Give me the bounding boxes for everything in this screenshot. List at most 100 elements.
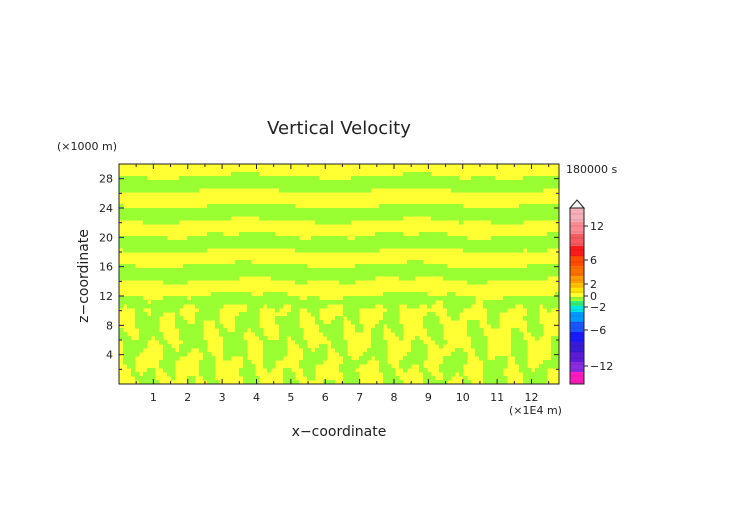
field-cell (187, 248, 192, 253)
field-cell (467, 184, 472, 189)
field-cell (247, 184, 252, 189)
field-cell (263, 268, 268, 273)
field-cell (459, 216, 464, 221)
field-cell (207, 312, 212, 317)
field-cell (407, 360, 412, 365)
field-cell (383, 348, 388, 353)
field-cell (491, 376, 496, 381)
field-cell (307, 240, 312, 245)
field-cell (471, 212, 476, 217)
field-cell (531, 184, 536, 189)
field-cell (243, 360, 248, 365)
field-cell (375, 180, 380, 185)
field-cell (287, 272, 292, 277)
field-cell (315, 360, 320, 365)
field-cell (431, 232, 436, 237)
field-cell (379, 360, 384, 365)
field-cell (351, 320, 356, 325)
field-cell (207, 364, 212, 369)
colorbar-segment (570, 266, 584, 276)
field-cell (523, 176, 528, 181)
field-cell (491, 368, 496, 373)
field-cell (483, 364, 488, 369)
field-cell (443, 204, 448, 209)
field-cell (531, 188, 536, 193)
field-cell (487, 212, 492, 217)
field-cell (207, 264, 212, 269)
field-cell (195, 264, 200, 269)
field-cell (523, 268, 528, 273)
field-cell (147, 368, 152, 373)
field-cell (395, 312, 400, 317)
field-cell (499, 360, 504, 365)
field-cell (475, 268, 480, 273)
field-cell (163, 364, 168, 369)
field-cell (323, 272, 328, 277)
field-cell (211, 244, 216, 249)
field-cell (319, 276, 324, 281)
field-cell (263, 364, 268, 369)
field-cell (371, 240, 376, 245)
field-cell (331, 188, 336, 193)
field-cell (407, 212, 412, 217)
field-cell (295, 264, 300, 269)
field-cell (371, 184, 376, 189)
field-cell (487, 268, 492, 273)
field-cell (167, 188, 172, 193)
field-cell (523, 352, 528, 357)
field-cell (459, 276, 464, 281)
field-cell (223, 296, 228, 301)
field-cell (499, 272, 504, 277)
field-cell (435, 332, 440, 337)
field-cell (299, 344, 304, 349)
field-cell (263, 344, 268, 349)
field-cell (199, 372, 204, 377)
field-cell (447, 300, 452, 305)
field-cell (463, 248, 468, 253)
field-cell (151, 312, 156, 317)
field-cell (543, 368, 548, 373)
field-cell (131, 300, 136, 305)
field-cell (155, 212, 160, 217)
field-cell (355, 188, 360, 193)
field-cell (211, 372, 216, 377)
field-cell (447, 176, 452, 181)
field-cell (527, 312, 532, 317)
field-cell (183, 216, 188, 221)
field-cell (439, 212, 444, 217)
field-cell (327, 300, 332, 305)
field-cell (423, 372, 428, 377)
field-cell (355, 176, 360, 181)
field-cell (143, 320, 148, 325)
field-cell (343, 376, 348, 381)
field-cell (483, 248, 488, 253)
field-cell (379, 184, 384, 189)
field-cell (543, 248, 548, 253)
field-cell (515, 360, 520, 365)
field-cell (547, 204, 552, 209)
field-cell (159, 312, 164, 317)
field-cell (171, 352, 176, 357)
field-cell (139, 304, 144, 309)
field-cell (299, 300, 304, 305)
field-cell (247, 260, 252, 265)
field-cell (211, 308, 216, 313)
field-cell (543, 236, 548, 241)
field-cell (387, 364, 392, 369)
field-cell (183, 248, 188, 253)
field-cell (335, 248, 340, 253)
field-cell (503, 216, 508, 221)
field-cell (491, 312, 496, 317)
field-cell (231, 272, 236, 277)
field-cell (435, 272, 440, 277)
field-cell (427, 324, 432, 329)
field-cell (371, 304, 376, 309)
field-cell (463, 304, 468, 309)
field-cell (183, 188, 188, 193)
field-cell (523, 204, 528, 209)
field-cell (523, 188, 528, 193)
field-cell (191, 324, 196, 329)
field-cell (447, 216, 452, 221)
field-cell (135, 312, 140, 317)
field-cell (279, 176, 284, 181)
